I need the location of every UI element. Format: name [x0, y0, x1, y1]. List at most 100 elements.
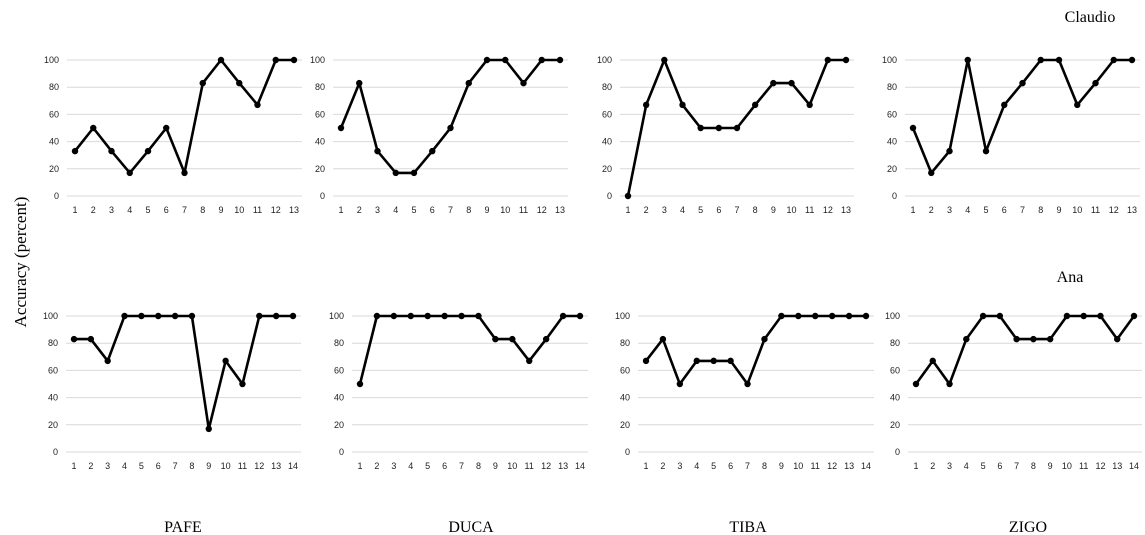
data-point	[576, 312, 584, 320]
data-point	[1030, 335, 1037, 343]
data-point	[788, 79, 795, 87]
y-tick-label: 20	[49, 164, 59, 174]
y-tick-label: 60	[49, 109, 59, 119]
y-tick-label: 20	[315, 164, 325, 174]
x-tick-label: 4	[680, 205, 685, 215]
x-tick-label: 1	[338, 205, 343, 215]
data-point	[126, 169, 133, 177]
x-tick-label: 9	[493, 461, 498, 471]
data-point	[520, 79, 527, 87]
data-point	[912, 380, 920, 388]
x-tick-label: 12	[271, 205, 281, 215]
x-tick-label: 10	[507, 461, 517, 471]
x-tick-label: 3	[947, 461, 952, 471]
data-point	[424, 312, 431, 320]
y-tick-label: 100	[615, 311, 630, 321]
data-point	[458, 312, 465, 320]
x-tick-label: 5	[145, 205, 150, 215]
x-tick-label: 5	[425, 461, 430, 471]
data-point	[163, 124, 170, 132]
x-tick-label: 14	[1129, 461, 1139, 471]
data-point	[390, 312, 398, 320]
y-tick-label: 60	[887, 109, 897, 119]
data-point	[429, 147, 436, 155]
data-point	[1046, 335, 1054, 343]
x-tick-label: 3	[391, 461, 396, 471]
data-point	[982, 147, 990, 155]
x-tick-label: 10	[221, 461, 231, 471]
data-point	[526, 357, 533, 365]
x-tick-label: 12	[827, 461, 837, 471]
row-label-ana: Ana	[1057, 269, 1084, 286]
data-point	[70, 335, 78, 343]
x-tick-label: 9	[1056, 205, 1061, 215]
data-point	[929, 357, 936, 365]
data-point	[509, 335, 516, 343]
data-point	[90, 124, 97, 132]
x-tick-label: 8	[753, 205, 758, 215]
data-point	[761, 335, 768, 343]
data-point	[407, 312, 414, 320]
data-point	[795, 312, 802, 320]
x-tick-label: 6	[442, 461, 447, 471]
y-tick-label: 40	[315, 137, 325, 147]
y-tick-label: 0	[54, 191, 59, 201]
x-tick-label: 3	[105, 461, 110, 471]
x-tick-label: 2	[374, 461, 379, 471]
x-tick-label: 5	[698, 205, 703, 215]
y-tick-label: 100	[885, 311, 900, 321]
series-line	[74, 314, 293, 431]
x-tick-label: 1	[72, 205, 77, 215]
data-point	[1074, 101, 1081, 109]
y-tick-label: 100	[882, 55, 897, 65]
y-tick-label: 20	[890, 420, 900, 430]
x-tick-label: 2	[91, 205, 96, 215]
data-point	[188, 312, 196, 320]
data-point	[964, 56, 971, 64]
x-tick-label: 5	[981, 461, 986, 471]
x-tick-label: 7	[448, 205, 453, 215]
data-point	[556, 56, 564, 64]
x-tick-label: 12	[537, 205, 547, 215]
x-tick-label: 1	[71, 461, 76, 471]
y-tick-label: 20	[334, 420, 344, 430]
x-tick-label: 2	[357, 205, 362, 215]
x-tick-label: 11	[238, 461, 247, 471]
data-point	[121, 312, 128, 320]
y-tick-label: 80	[48, 338, 58, 348]
data-point	[1110, 56, 1117, 64]
data-point	[642, 101, 650, 109]
x-tick-label: 2	[88, 461, 93, 471]
y-tick-label: 100	[329, 311, 344, 321]
x-tick-label: 13	[844, 461, 854, 471]
y-tick-label: 60	[890, 365, 900, 375]
data-point	[1019, 79, 1026, 87]
y-tick-label: 60	[602, 109, 612, 119]
x-tick-label: 7	[173, 461, 178, 471]
data-point	[337, 124, 345, 132]
data-point	[199, 79, 206, 87]
x-tick-label: 4	[694, 461, 699, 471]
x-tick-label: 2	[644, 205, 649, 215]
data-point	[373, 312, 381, 320]
x-tick-label: 13	[1127, 205, 1137, 215]
x-tick-label: 13	[841, 205, 851, 215]
x-tick-label: 6	[430, 205, 435, 215]
x-tick-label: 3	[109, 205, 114, 215]
x-tick-label: 8	[1038, 205, 1043, 215]
x-tick-label: 10	[786, 205, 796, 215]
data-point	[410, 169, 418, 177]
y-tick-label: 20	[48, 420, 58, 430]
x-tick-label: 8	[476, 461, 481, 471]
x-tick-label: 9	[771, 205, 776, 215]
x-tick-label: 8	[189, 461, 194, 471]
x-tick-label: 8	[200, 205, 205, 215]
y-tick-label: 100	[44, 55, 59, 65]
y-tick-label: 80	[334, 338, 344, 348]
data-point	[946, 380, 953, 388]
data-point	[697, 124, 704, 132]
